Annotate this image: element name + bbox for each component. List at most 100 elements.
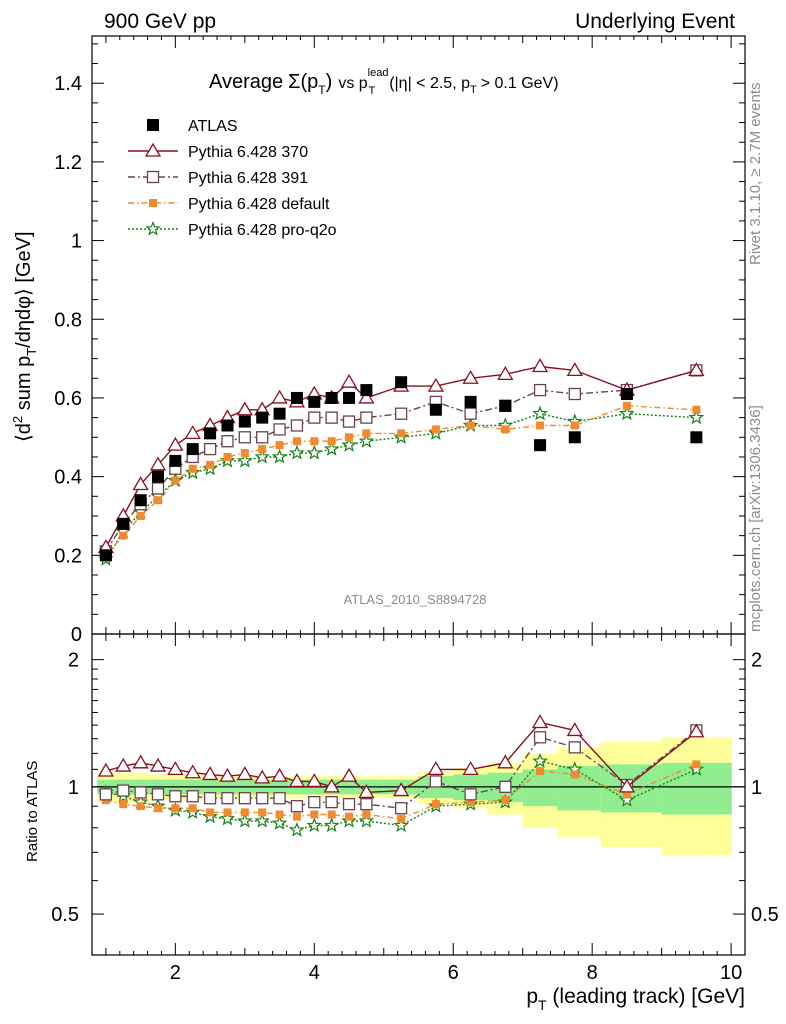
y-tick-label: 1.2 xyxy=(54,152,82,174)
series-point xyxy=(153,496,162,505)
ratio-point xyxy=(221,792,234,805)
series-point xyxy=(466,421,475,430)
series-point xyxy=(310,437,319,446)
series-point xyxy=(362,429,371,438)
ratio-point xyxy=(292,812,301,821)
ratio-point xyxy=(136,802,145,811)
ratio-point xyxy=(532,753,548,768)
ratio-point xyxy=(169,790,182,803)
series-point xyxy=(184,425,201,440)
ratio-point xyxy=(618,778,636,793)
chart-title: Average Σ(pT) vs plead T (|η| < 2.5, pT > 0.1… xyxy=(209,67,559,97)
ratio-point xyxy=(186,790,199,803)
series-point xyxy=(171,476,180,485)
ratio-point xyxy=(256,792,269,805)
ratio-point xyxy=(240,808,249,817)
series-point xyxy=(325,391,338,404)
series-point xyxy=(271,448,288,464)
series-point xyxy=(308,395,321,408)
ratio-point xyxy=(219,810,236,826)
series-point xyxy=(360,384,373,397)
series-point xyxy=(99,549,112,562)
series-point xyxy=(341,437,357,452)
series-point xyxy=(221,419,234,432)
legend-label: ATLAS xyxy=(188,118,238,135)
ratio-series-2 xyxy=(99,724,703,815)
ratio-point xyxy=(271,767,288,782)
ratio-point xyxy=(119,800,128,809)
legend-entry-2: Pythia 6.428 391 xyxy=(128,170,308,187)
ratio-point xyxy=(340,767,358,782)
legend-entry-0: ATLAS xyxy=(147,118,238,135)
ratio-point xyxy=(134,786,147,799)
series-point xyxy=(395,376,408,389)
ratio-point xyxy=(566,722,583,737)
ratio-series-1 xyxy=(97,714,705,799)
legend-marker xyxy=(149,199,157,207)
series-point xyxy=(497,366,514,380)
ratio-point xyxy=(568,741,581,754)
legend-label: Pythia 6.428 default xyxy=(188,196,330,213)
header-right-label: Underlying Event xyxy=(575,10,735,33)
series-point xyxy=(358,432,375,448)
y-tick-label: 0.4 xyxy=(54,467,82,489)
ratio-point xyxy=(692,760,701,769)
series-point xyxy=(568,431,581,444)
ratio-point xyxy=(323,817,340,833)
legend-label: Pythia 6.428 370 xyxy=(188,144,308,161)
ratio-point xyxy=(290,800,304,813)
series-point xyxy=(258,445,267,454)
legend-marker xyxy=(144,142,162,157)
ratio-point xyxy=(431,800,440,809)
ratio-point xyxy=(236,812,253,828)
series-point xyxy=(501,425,510,434)
series-point xyxy=(271,389,288,404)
ratio-tick-label-right: 0.5 xyxy=(751,904,779,926)
series-point xyxy=(327,437,336,446)
series-point xyxy=(169,454,182,467)
ratio-point xyxy=(429,775,443,788)
series-point xyxy=(620,388,633,401)
ratio-point xyxy=(219,767,236,782)
series-point xyxy=(273,423,286,436)
series-point xyxy=(429,403,442,416)
series-point xyxy=(254,448,270,464)
ratio-point xyxy=(258,808,267,817)
x-tick-label: 8 xyxy=(587,962,598,984)
ratio-point xyxy=(360,798,373,811)
ratio-y-axis-label: Ratio to ATLAS xyxy=(24,761,41,862)
legend: ATLAS Pythia 6.428 370 Pythia 6.428 391 Pyt… xyxy=(128,118,337,239)
ratio-point xyxy=(464,788,477,801)
series-point xyxy=(397,429,406,438)
series-point xyxy=(568,387,581,401)
series-point xyxy=(462,369,479,384)
main-y-axis-label: ⟨d2 sum pT/dηdφ⟩ [GeV] xyxy=(10,231,39,442)
ratio-point xyxy=(201,766,219,781)
series-point xyxy=(151,482,165,495)
legend-marker xyxy=(145,220,161,236)
legend-entry-3: Pythia 6.428 default xyxy=(128,196,330,213)
ratio-point xyxy=(325,796,338,809)
series-point xyxy=(290,391,303,404)
ratio-point xyxy=(151,788,165,801)
ratio-point xyxy=(132,754,149,769)
ratio-point xyxy=(497,754,514,769)
ratio-point xyxy=(570,770,579,779)
series-point xyxy=(134,494,147,507)
ratio-point xyxy=(393,782,410,797)
ratio-point xyxy=(323,778,340,793)
legend-marker xyxy=(147,119,159,131)
ratio-point xyxy=(306,817,323,833)
series-point xyxy=(308,411,321,424)
series-point xyxy=(149,456,167,471)
ratio-point xyxy=(533,731,547,744)
series-point xyxy=(325,411,338,424)
series-point xyxy=(688,409,705,425)
data-series xyxy=(97,358,705,566)
series-point xyxy=(340,373,358,388)
header-left-label: 900 GeV pp xyxy=(104,10,216,33)
ratio-point xyxy=(171,804,180,813)
ratio-point xyxy=(99,788,113,801)
ratio-point xyxy=(203,792,217,805)
series-point xyxy=(532,405,548,421)
